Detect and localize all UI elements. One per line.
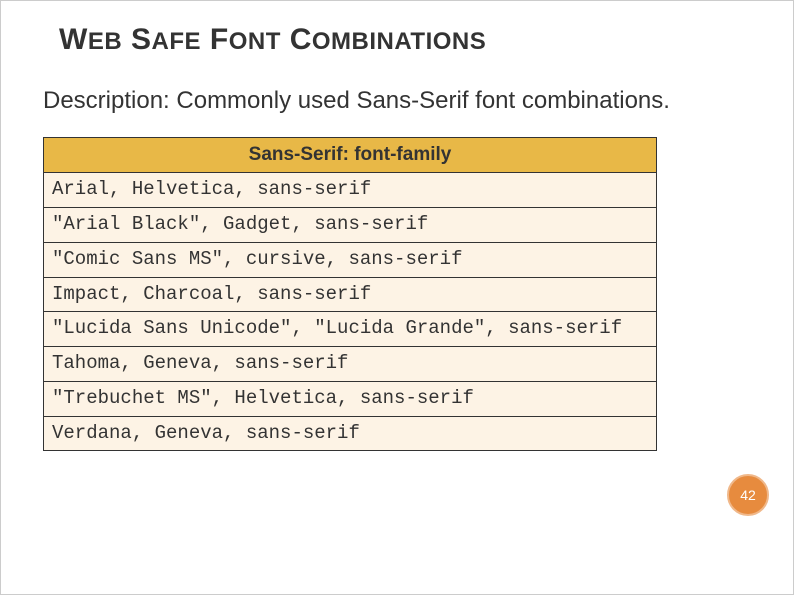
table-header: Sans-Serif: font-family [44, 138, 657, 173]
title-part-3-big: C [281, 23, 312, 56]
table-row: "Comic Sans MS", cursive, sans-serif [44, 242, 657, 277]
page-number: 42 [740, 487, 756, 503]
table-row: "Arial Black", Gadget, sans-serif [44, 208, 657, 243]
title-part-3-small: OMBINATIONS [312, 28, 486, 55]
table-row: Tahoma, Geneva, sans-serif [44, 347, 657, 382]
title-part-0-small: EB [88, 28, 122, 55]
title-part-2-big: F [201, 23, 229, 56]
font-table-container: Sans-Serif: font-family Arial, Helvetica… [43, 137, 657, 451]
title-part-1-big: S [122, 23, 151, 56]
table-row: Impact, Charcoal, sans-serif [44, 277, 657, 312]
slide-title: WEB SAFE FONT COMBINATIONS [1, 1, 793, 57]
title-part-2-small: ONT [229, 28, 281, 55]
table-row: Arial, Helvetica, sans-serif [44, 173, 657, 208]
title-part-1-small: AFE [152, 28, 202, 55]
title-part-0-big: W [59, 23, 88, 56]
table-row: "Trebuchet MS", Helvetica, sans-serif [44, 381, 657, 416]
slide-description: Description: Commonly used Sans-Serif fo… [1, 57, 793, 117]
table-row: "Lucida Sans Unicode", "Lucida Grande", … [44, 312, 657, 347]
page-number-badge: 42 [727, 474, 769, 516]
table-row: Verdana, Geneva, sans-serif [44, 416, 657, 451]
font-table: Sans-Serif: font-family Arial, Helvetica… [43, 137, 657, 451]
